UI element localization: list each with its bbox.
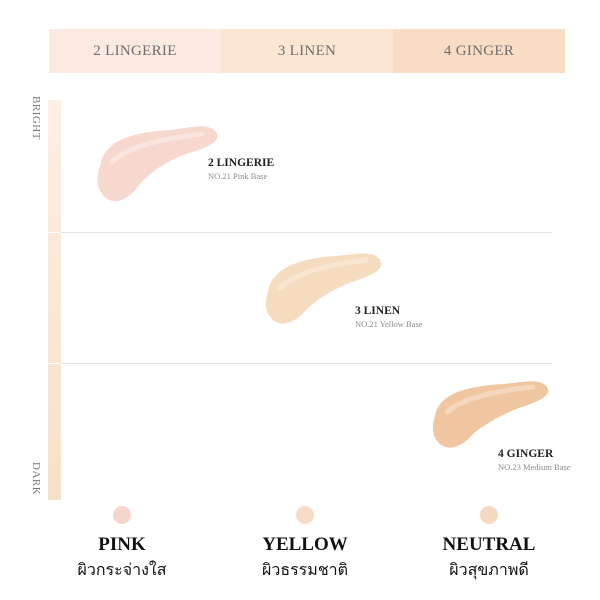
- bar-divider: [48, 232, 61, 233]
- axis-label-bright: BRIGHT: [30, 96, 42, 140]
- shade-desc: NO.21 Pink Base: [208, 170, 268, 181]
- tab-4-ginger[interactable]: 4 GINGER: [393, 29, 565, 73]
- axis-label-dark: DARK: [30, 462, 42, 496]
- tone-desc-yellow: ผิวธรรมชาติ: [261, 560, 349, 579]
- neutral-tone-dot: [480, 506, 498, 524]
- tab-2-lingerie[interactable]: 2 LINGERIE: [49, 29, 221, 73]
- shade-desc: NO.21 Yellow Base: [355, 318, 423, 329]
- bar-divider: [48, 363, 61, 364]
- pink-tone-dot: [113, 506, 131, 524]
- tone-title-neutral: NEUTRAL: [442, 534, 536, 555]
- lingerie-swatch: [97, 126, 218, 202]
- shade-desc: NO.23 Medium Base: [498, 461, 571, 472]
- ginger-swatch: [432, 381, 549, 448]
- tone-title-pink: PINK: [98, 534, 146, 555]
- tone-desc-pink: ผิวกระจ่างใส: [77, 560, 167, 579]
- shade-label-lingerie: 2 LINGERIE NO.21 Pink Base: [208, 157, 274, 181]
- shade-name: 4 GINGER: [498, 448, 554, 460]
- shade-tabs: 2 LINGERIE 3 LINEN 4 GINGER: [49, 29, 565, 73]
- tone-desc-neutral: ผิวสุขภาพดี: [449, 560, 529, 579]
- shade-label-linen: 3 LINEN NO.21 Yellow Base: [355, 305, 423, 329]
- linen-swatch: [265, 253, 382, 324]
- row-divider: [61, 363, 552, 364]
- shade-name: 2 LINGERIE: [208, 157, 275, 169]
- yellow-tone-dot: [296, 506, 314, 524]
- brightness-bar: [48, 100, 61, 500]
- tone-title-yellow: YELLOW: [262, 534, 348, 555]
- row-divider: [61, 232, 552, 233]
- tab-3-linen[interactable]: 3 LINEN: [221, 29, 393, 73]
- shade-name: 3 LINEN: [355, 305, 401, 317]
- shade-label-ginger: 4 GINGER NO.23 Medium Base: [498, 448, 570, 472]
